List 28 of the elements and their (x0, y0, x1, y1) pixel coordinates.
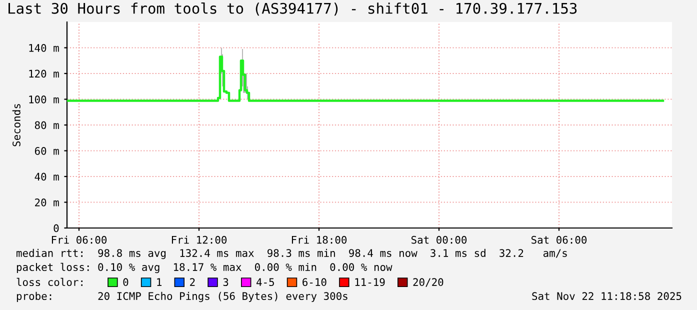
text: median rtt: 98.8 ms avg 132.4 ms max 98.3 ms min 98.4 ms now 3.1 ms sd 32.2 am/s (16, 248, 567, 260)
legend-label: 4-5 (256, 278, 274, 286)
text: packet loss: 0.10 % avg 18.17 % max 0.00 % min 0.00 % now (16, 262, 392, 274)
y-tick-label: 20 m (35, 198, 59, 206)
y-tick-label: 100 m (29, 96, 59, 104)
y-tick-label: 0 (54, 224, 59, 232)
x-tick-label: Fri 06:00 (52, 236, 107, 244)
legend-label: 2 (190, 278, 195, 286)
y-tick-label: 60 m (34, 147, 59, 155)
y-tick-label: 80 m (34, 121, 59, 130)
legend-label: 20/20 (413, 278, 444, 287)
x-tick-label: Sat 06:00 (531, 236, 587, 244)
legend-label: 3 (223, 278, 228, 286)
legend-title: loss color: (16, 278, 82, 286)
y-axis-title: Seconds (12, 104, 20, 146)
text: probe: 20 ICMP Echo Pings (56 Bytes) every 300s (16, 292, 348, 302)
legend-label: 6-10 (302, 278, 326, 286)
text: Sat Nov 22 11:18:58 2025 (532, 292, 682, 300)
y-tick-label: 120 m (29, 70, 59, 78)
x-tick-label: Fri 12:00 (172, 236, 227, 244)
x-tick-label: Fri 18:00 (292, 236, 347, 244)
x-tick-label: Sat 00:00 (411, 236, 467, 244)
legend-label: 0 (123, 278, 128, 286)
legend-label: 11-19 (355, 278, 385, 286)
legend-label: 1 (157, 278, 162, 286)
chart-title: Last 30 Hours from tools to (AS394177) - shift01 - 170.39.177.153 (8, 2, 577, 16)
y-tick-label: 40 m (34, 172, 59, 181)
y-tick-label: 140 m (29, 44, 59, 52)
